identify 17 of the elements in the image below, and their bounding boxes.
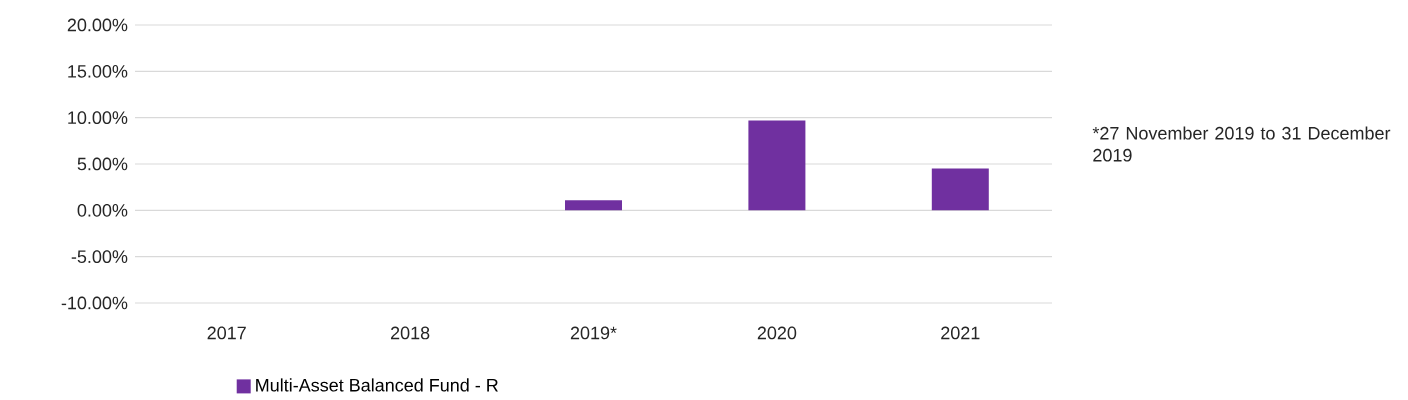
x-tick-label: 2019* [570,326,617,340]
x-tick-label: 2017 [207,326,246,340]
y-tick-label: 0.00% [77,203,128,217]
y-tick-label: 15.00% [68,64,128,78]
legend-label: Multi-Asset Balanced Fund - R [256,378,498,392]
y-tick-label: -10.00% [61,296,128,310]
y-tick-label: -5.00% [71,250,128,264]
y-tick-label: 5.00% [77,157,128,171]
bar [565,200,623,211]
y-tick-label: 20.00% [67,18,128,32]
x-tick-label: 2020 [757,326,797,340]
x-tick-label: 2018 [391,326,430,340]
y-tick-label: 10.00% [68,111,128,125]
bar [931,168,989,211]
text: *27 November 2019 to 31 December 2019 [1092,126,1391,162]
x-tick-label: 2021 [941,326,980,340]
bar [748,120,806,211]
